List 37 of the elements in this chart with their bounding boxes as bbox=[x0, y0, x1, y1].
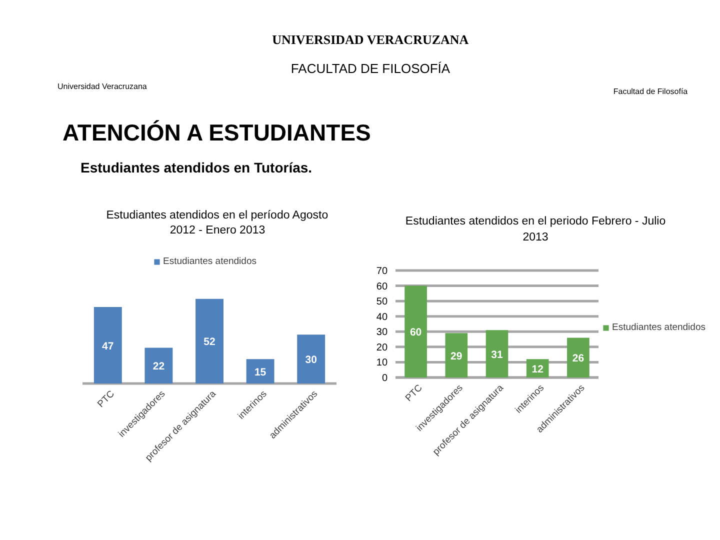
text: ATENCIÓN A ESTUDIANTES bbox=[62, 120, 371, 146]
data-label: 31 bbox=[491, 348, 503, 361]
bar bbox=[567, 338, 590, 378]
y-tick-label: 40 bbox=[376, 312, 388, 323]
y-tick-label: 60 bbox=[376, 281, 388, 292]
data-label: 60 bbox=[410, 326, 422, 339]
text: UNIVERSIDAD VERACRUZANA bbox=[272, 32, 470, 47]
legend-label: Estudiantes atendidos bbox=[612, 322, 706, 333]
bar bbox=[297, 334, 326, 384]
text: Estudiantes atendidos en Tutorías. bbox=[80, 160, 312, 176]
data-label: 47 bbox=[102, 340, 114, 352]
chart-title: Estudiantes atendidos en el período Agosto 2012 - Enero 2013 bbox=[106, 210, 328, 236]
bar bbox=[196, 298, 224, 384]
bar bbox=[246, 359, 274, 384]
bar bbox=[94, 307, 122, 384]
data-label: 29 bbox=[450, 350, 462, 362]
data-label: 26 bbox=[572, 352, 584, 365]
data-label: 12 bbox=[532, 363, 544, 376]
bar bbox=[486, 330, 508, 378]
bar bbox=[404, 286, 427, 378]
bar bbox=[144, 348, 173, 384]
data-label: 22 bbox=[152, 360, 165, 373]
y-tick-label: 30 bbox=[376, 327, 388, 338]
legend-label: Estudiantes atendidos bbox=[163, 256, 256, 267]
y-tick-label: 20 bbox=[376, 342, 388, 354]
y-tick-label: 10 bbox=[376, 358, 388, 369]
data-label: 15 bbox=[254, 366, 266, 378]
bar bbox=[445, 333, 468, 378]
y-tick-label: 70 bbox=[376, 266, 388, 277]
text: Universidad Veracruzana bbox=[58, 82, 148, 91]
data-label: 30 bbox=[305, 354, 318, 366]
text: FACULTAD DE FILOSOFÍA bbox=[290, 61, 450, 76]
chart-title: Estudiantes atendidos en el periodo Febrero - Julio 2013 bbox=[405, 216, 666, 244]
text: Facultad de Filosofía bbox=[613, 87, 688, 96]
y-tick-label: 0 bbox=[382, 373, 388, 384]
data-label: 52 bbox=[204, 336, 216, 348]
y-tick-label: 50 bbox=[376, 296, 388, 308]
